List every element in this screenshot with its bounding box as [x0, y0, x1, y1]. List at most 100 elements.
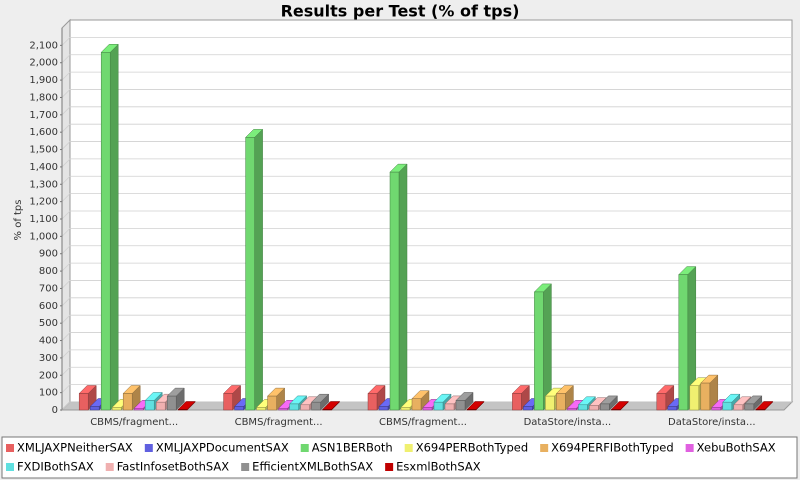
y-tick-label: 1,500	[29, 145, 58, 156]
legend-label: FXDIBothSAX	[17, 460, 94, 474]
bar-side	[109, 43, 119, 411]
y-tick-label: 800	[39, 266, 58, 277]
bar-front	[78, 393, 89, 411]
bar-front	[367, 393, 378, 411]
y-tick-label: 400	[39, 336, 58, 347]
legend-swatch	[540, 444, 549, 452]
bar-front	[400, 407, 411, 411]
bar	[466, 400, 485, 411]
legend-swatch	[241, 463, 250, 471]
grid-line	[61, 280, 792, 289]
bar	[755, 400, 774, 411]
grid-line	[61, 175, 792, 185]
x-tick-label: DataStore/insta...	[668, 417, 756, 428]
legend-item: XMLJAXPDocumentSAX	[144, 441, 289, 455]
bar-front	[267, 395, 277, 411]
bar-front	[177, 409, 188, 411]
bar-front	[411, 398, 422, 411]
legend-item: X694PERFIBothTyped	[540, 441, 674, 455]
legend-swatch	[404, 444, 413, 452]
bar	[599, 395, 619, 411]
bar	[744, 395, 763, 411]
bar-side	[398, 163, 408, 411]
legend-label: EfficientXMLBothSAX	[252, 460, 373, 474]
bar	[310, 393, 330, 411]
bar-side	[254, 128, 263, 411]
legend-item: ASN1BERBoth	[300, 441, 393, 455]
bar-front	[667, 406, 678, 411]
x-tick-label: CBMS/fragment...	[235, 417, 323, 428]
y-tick-label: 500	[39, 318, 58, 329]
bar-front	[611, 409, 621, 411]
y-tick-label: 2,000	[29, 58, 58, 69]
bar	[321, 400, 341, 411]
legend-box	[1, 436, 798, 479]
legend-swatch	[6, 444, 14, 452]
bar-front	[300, 404, 310, 411]
bar-front	[455, 400, 466, 411]
grid-line	[61, 36, 792, 46]
bar-front	[223, 393, 233, 411]
bar-front	[322, 409, 332, 411]
bar-front	[389, 171, 400, 411]
bar-front	[245, 137, 255, 411]
y-tick-label: 1,300	[29, 179, 58, 190]
bar-front	[122, 393, 133, 411]
bar-front	[466, 409, 477, 411]
grid-line	[61, 262, 792, 272]
x-tick-label: DataStore/insta...	[524, 417, 612, 428]
y-tick-label: 300	[39, 353, 58, 364]
bar-front	[166, 395, 177, 411]
grid-line	[61, 193, 792, 202]
y-tick-label: 1,200	[29, 197, 58, 208]
grid-line	[61, 141, 792, 150]
bar-front	[289, 403, 299, 411]
legend-swatch	[144, 444, 153, 452]
legend-label: X694PERFIBothTyped	[551, 441, 673, 455]
bar-front	[278, 408, 288, 411]
bar-front	[545, 395, 555, 411]
legend-label: XMLJAXPNeitherSAX	[17, 441, 133, 455]
bar-front	[755, 409, 766, 411]
bar-front	[711, 407, 722, 411]
bar-front	[589, 405, 599, 411]
x-tick-label: CBMS/fragment...	[379, 417, 467, 428]
bar-front	[578, 404, 588, 411]
grid-line	[61, 106, 792, 116]
bar-front	[523, 406, 533, 411]
y-tick-label: 1,000	[29, 231, 58, 242]
y-tick-label: 600	[39, 301, 58, 312]
y-tick-label: 100	[39, 388, 58, 399]
legend-item: FXDIBothSAX	[6, 460, 94, 474]
legend-swatch	[105, 463, 114, 471]
bar-front	[234, 406, 244, 411]
legend-item: EsxmlBothSAX	[385, 460, 481, 474]
y-tick-label: 1,400	[29, 162, 58, 173]
bar-front	[534, 291, 544, 411]
bar-front	[722, 401, 733, 411]
bar-front	[733, 404, 744, 411]
bar-front	[133, 408, 144, 411]
legend-item: XebuBothSAX	[685, 441, 776, 455]
bar	[455, 391, 474, 411]
bar-front	[144, 400, 155, 411]
grid-line	[61, 123, 792, 133]
legend-label: ASN1BERBoth	[312, 441, 393, 455]
bar-front	[100, 52, 111, 411]
legend-label: XebuBothSAX	[697, 441, 776, 455]
legend-item: FastInfosetBothSAX	[105, 460, 230, 474]
grid-line	[61, 71, 792, 81]
bar	[610, 400, 630, 411]
bar-front	[567, 408, 577, 411]
grid-line	[61, 245, 792, 255]
bar	[533, 283, 553, 411]
legend-label: FastInfosetBothSAX	[117, 460, 230, 474]
y-tick-label: 1,800	[29, 92, 58, 103]
bar-front	[556, 393, 566, 411]
y-tick-label: 1,100	[29, 214, 58, 225]
legend-item: X694PERBothTyped	[404, 441, 528, 455]
y-axis-label: % of tps	[13, 200, 24, 241]
y-tick-label: 0	[52, 405, 58, 416]
legend-label: X694PERBothTyped	[416, 441, 528, 455]
